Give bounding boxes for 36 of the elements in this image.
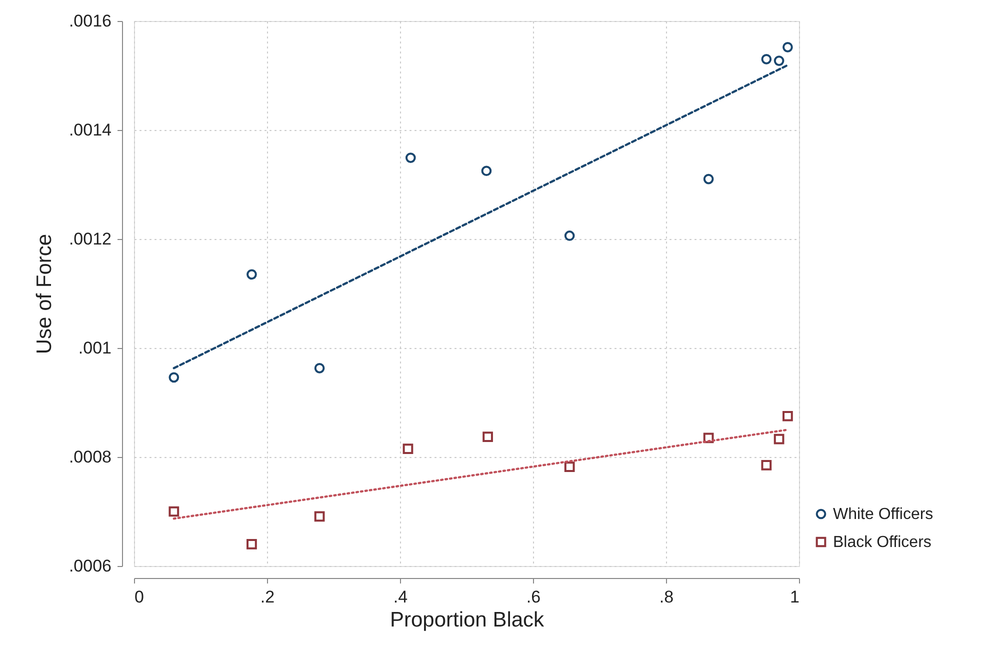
y-axis-title: Use of Force [32,234,56,354]
x-tick-label: 0 [134,588,144,606]
point [168,372,180,383]
point [481,166,492,176]
x-tick-label: .6 [526,588,541,606]
y-tick-label: .0006 [68,556,112,576]
legend-label: Black Officers [833,534,932,551]
point [774,56,784,66]
point [168,506,180,517]
point [405,152,416,163]
x-tick-label: 1 [790,588,800,606]
point [314,362,325,374]
x-tick-label: .4 [393,588,408,606]
x-tick-label: .2 [260,588,275,606]
point [761,54,772,64]
point [703,432,714,444]
x-axis-title: Proportion Black [390,608,545,632]
point [761,460,772,470]
point [564,462,575,472]
y-tick-label: .0014 [68,120,112,140]
point [246,539,257,550]
y-tick-label: .001 [78,338,112,358]
legend-label: White Officers [833,506,934,523]
point [246,269,257,280]
point [314,511,325,522]
point [402,444,414,454]
point [564,230,575,241]
point [782,410,793,422]
x-tick-label: .8 [659,588,674,606]
y-tick-label: .0012 [68,230,112,248]
point [774,434,784,444]
y-tick-label: .0016 [68,12,112,30]
point [482,432,493,442]
point [703,174,714,184]
point [782,42,793,52]
y-tick-label: .0008 [68,448,112,466]
